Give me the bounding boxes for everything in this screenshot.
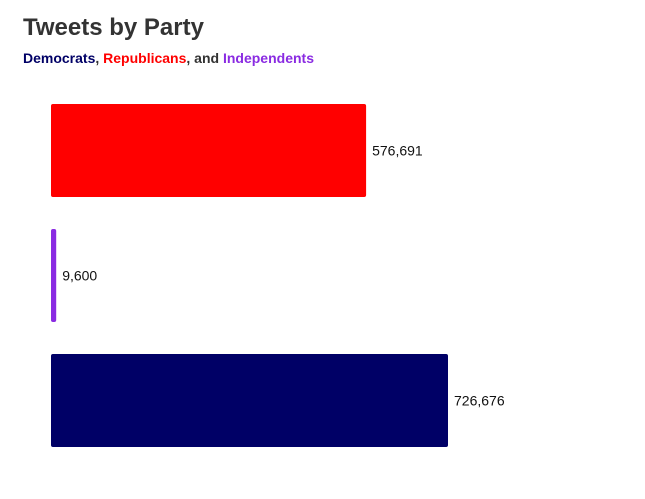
bar-independents <box>51 229 57 322</box>
subtitle-part: , and <box>186 50 223 66</box>
value-label-republicans: 576,691 <box>372 143 423 159</box>
value-labels-group: 576,691 9,600 726,676 <box>62 143 505 409</box>
subtitle-part: Democrats <box>23 50 96 66</box>
bars-group <box>51 104 448 447</box>
value-label-democrats: 726,676 <box>454 393 505 409</box>
bar-republicans <box>51 104 367 197</box>
chart-title: Tweets by Party <box>23 14 204 41</box>
subtitle-part: Republicans <box>103 50 187 66</box>
chart-subtitle: Democrats, Republicans, and Independents <box>23 50 314 66</box>
value-label-independents: 9,600 <box>62 268 97 284</box>
bar-democrats <box>51 354 448 447</box>
subtitle-part: , <box>95 50 104 66</box>
subtitle-part: Independents <box>222 50 314 66</box>
